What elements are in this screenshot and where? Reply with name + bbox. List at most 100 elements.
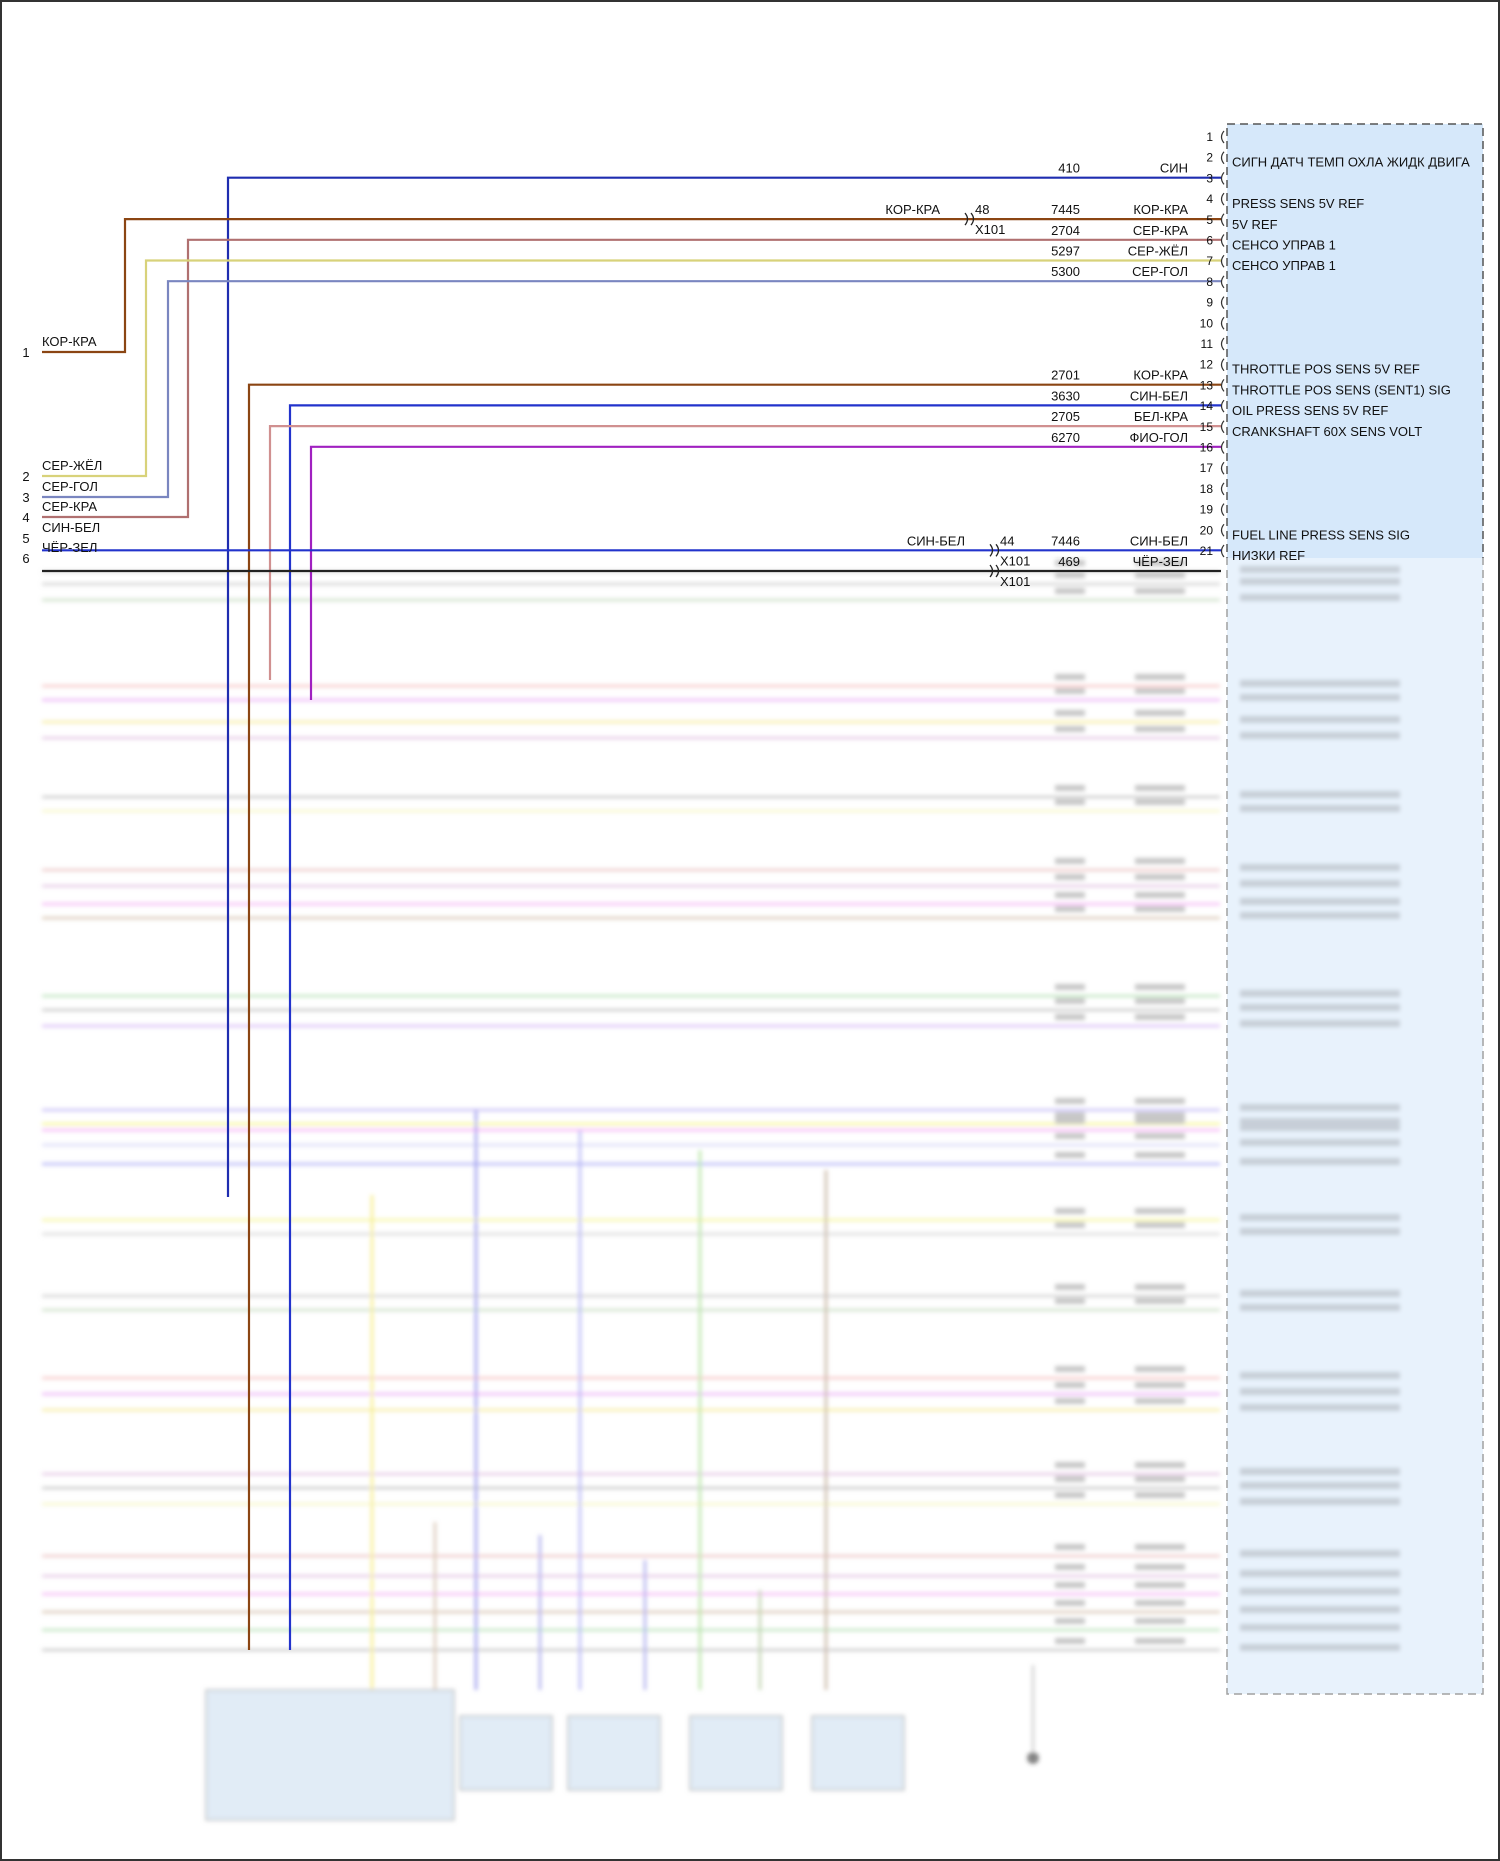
blurred-number-block [1135,1112,1185,1118]
blurred-number-block [1055,1618,1085,1624]
wire-line [226,176,1221,1197]
wire-color-label: ЧЁР-ЗЕЛ [1133,554,1188,569]
blurred-label-block [1240,1570,1400,1577]
left-terminal-color-label: ЧЁР-ЗЕЛ [42,540,97,555]
ecm-pin-number: 14 [1200,399,1214,413]
inline-connector-name: X101 [1000,553,1030,568]
wire-circuit-number: 2705 [1051,409,1080,424]
ecm-pin-label: СЕНСО УПРАВ 1 [1232,258,1336,273]
blurred-label-block [1240,1388,1400,1395]
wire-color-label: КОР-КРА [1133,202,1188,217]
blurred-number-block [1055,572,1085,578]
blurred-number-block [1135,726,1185,732]
blurred-number-block [1135,1298,1185,1304]
pin-connector-mark [1220,151,1225,165]
inline-connector-name: X101 [1000,574,1030,589]
ecm-pin-label: PRESS SENS 5V REF [1232,196,1364,211]
wire-circuit-number: 410 [1058,161,1080,176]
blurred-number-block [1135,560,1185,566]
ecm-pin-label: THROTTLE POS SENS 5V REF [1232,362,1420,377]
wire-line [309,445,1221,700]
pin-connector-mark [1220,523,1225,537]
blurred-number-block [1055,1462,1085,1468]
wire-line [268,425,1221,680]
left-terminal-number: 2 [22,469,29,484]
ecm-pin-number: 2 [1206,151,1213,165]
wire-color-label: СИН [1160,161,1188,176]
blurred-label-block [1240,594,1400,601]
blurred-number-block [1135,1152,1185,1158]
ecm-pin-number: 21 [1200,544,1214,558]
blurred-label-block [1240,1004,1400,1011]
blurred-number-block [1055,1564,1085,1570]
blurred-component-box [459,1715,553,1791]
wire-line [42,218,1221,354]
blurred-label-block [1240,694,1400,701]
wire-circuit-number: 7446 [1051,533,1080,548]
wire-line [247,383,1221,1650]
pin-connector-mark [1220,296,1225,309]
wire-line [42,259,1221,478]
blurred-label-block [1240,912,1400,919]
ecm-pin-number: 6 [1206,234,1213,248]
blurred-number-block [1055,874,1085,880]
pin-connector-mark [1220,379,1225,392]
blurred-number-block [1055,1544,1085,1550]
inline-connector-name: X101 [975,222,1005,237]
pin-connector-mark [1220,130,1225,144]
pin-connector-mark [1220,192,1225,206]
wire-circuit-number: 7445 [1051,202,1080,217]
blurred-number-block [1135,1208,1185,1214]
wire-color-label: ФИО-ГОЛ [1130,430,1188,445]
blurred-number-block [1135,1600,1185,1606]
blurred-number-block [1055,1492,1085,1498]
pin-connector-mark [1220,544,1225,558]
wire-circuit-number: 469 [1058,554,1080,569]
blurred-number-block [1135,1118,1185,1124]
blur-overlay [2,558,1498,1858]
blurred-number-block [1135,674,1185,680]
pin-connector-mark [1220,254,1225,268]
pin-connector-mark [1220,358,1225,372]
blurred-number-block [1135,1618,1185,1624]
blurred-number-block [1135,1582,1185,1588]
blurred-number-block [1135,874,1185,880]
blurred-number-block [1055,1208,1085,1214]
blurred-number-block [1055,1112,1085,1118]
blurred-number-block [1055,1284,1085,1290]
blurred-label-block [1240,1624,1400,1631]
blurred-number-block [1055,858,1085,864]
left-terminal-group: 1 КОР-КРА 2 СЕР-ЖЁЛ 3 СЕР-ГОЛ 4 СЕР-КРА 5 СИН-БЕЛ… [22,334,102,566]
blurred-label-block [1240,1498,1400,1505]
blurred-label-block [1240,1290,1400,1297]
blurred-number-block [1135,1398,1185,1404]
pin-connector-mark [1220,213,1225,227]
blurred-label-block [1240,791,1400,798]
ecm-pin-number: 8 [1206,275,1213,289]
wire-color-label: КОР-КРА [1133,368,1188,383]
left-terminal-number: 6 [22,551,29,566]
left-terminal-number: 1 [22,345,29,360]
wire-color-label: СЕР-ГОЛ [1132,264,1188,279]
blurred-label-block [1240,1404,1400,1411]
blurred-number-block [1055,1133,1085,1139]
blurred-number-block [1135,1014,1185,1020]
blurred-number-block [1135,1284,1185,1290]
blurred-number-block [1055,799,1085,805]
ecm-pin-number: 9 [1206,296,1213,310]
blurred-label-block [1240,1228,1400,1235]
left-terminal-color-label: СЕР-ЖЁЛ [42,458,102,473]
ecm-pin-number: 1 [1206,130,1213,144]
left-terminal-number: 4 [22,510,29,525]
blurred-label-block [1240,1118,1400,1125]
blurred-label-block [1240,1139,1400,1146]
blurred-number-block [1055,785,1085,791]
blurred-number-block [1135,858,1185,864]
ecm-pin-label: 5V REF [1232,217,1278,232]
pin-connector-mark [1220,420,1225,434]
ecm-pin-number: 13 [1200,378,1214,392]
blurred-label-block [1240,566,1400,573]
wire-circuit-number: 5300 [1051,264,1080,279]
pin-connector-mark [1220,172,1225,185]
